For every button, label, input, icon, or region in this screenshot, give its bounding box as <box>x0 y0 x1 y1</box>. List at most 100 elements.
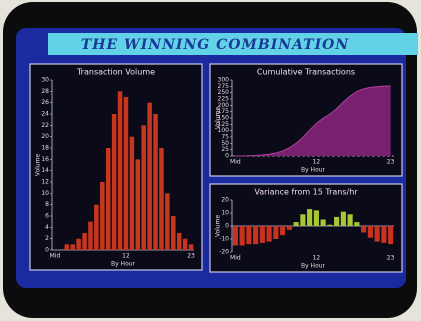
bar <box>147 102 152 251</box>
y-tick-label: 150 <box>218 115 230 122</box>
bar <box>327 224 333 226</box>
y-tick-label: 300 <box>218 77 230 84</box>
bar <box>253 226 259 245</box>
bar <box>171 216 176 250</box>
bar <box>361 226 367 233</box>
bar <box>320 219 326 226</box>
y-tick-label: 16 <box>41 156 49 163</box>
bar <box>153 114 158 250</box>
x-tick-label: 12 <box>122 253 130 260</box>
y-tick-label: 175 <box>218 108 230 115</box>
bar <box>135 159 141 250</box>
bar <box>129 136 135 250</box>
y-tick-label: 24 <box>41 111 49 118</box>
bar <box>280 226 286 236</box>
x-tick-label: Mid <box>50 253 61 260</box>
y-tick-label: 0 <box>225 153 229 160</box>
y-tick-label: 75 <box>221 134 229 141</box>
y-tick-label: 0 <box>225 223 229 230</box>
bar <box>123 97 129 250</box>
bar <box>307 209 313 226</box>
bar <box>141 125 146 250</box>
bar <box>117 91 123 250</box>
area-fill <box>235 85 391 156</box>
y-tick-label: 10 <box>221 210 229 217</box>
chart-title: Transaction Volume <box>76 68 155 77</box>
bar <box>88 221 93 250</box>
y-tick-label: 28 <box>41 88 49 95</box>
y-tick-label: 8 <box>45 201 49 208</box>
y-tick-label: 12 <box>41 179 49 186</box>
bar <box>165 193 170 250</box>
bar <box>82 233 87 250</box>
bar <box>300 214 306 226</box>
y-tick-label: 26 <box>41 99 49 106</box>
y-tick-label: 30 <box>41 77 49 84</box>
x-tick-label: 12 <box>313 159 321 166</box>
bar <box>354 222 360 226</box>
y-axis-label: Volume <box>35 154 42 177</box>
chart-title: Variance from 15 Trans/hr <box>254 188 358 197</box>
y-tick-label: 14 <box>41 167 49 174</box>
bar <box>313 210 319 226</box>
y-tick-label: 10 <box>41 190 49 197</box>
bar <box>334 216 340 226</box>
chart-title: Cumulative Transactions <box>257 68 355 77</box>
x-tick-label: 12 <box>313 255 321 262</box>
bar <box>94 204 99 250</box>
y-tick-label: 22 <box>41 122 49 129</box>
bar <box>239 226 245 246</box>
banner-title: THE WINNING COMBINATION <box>81 37 350 53</box>
bar <box>293 222 299 226</box>
y-tick-label: 20 <box>41 133 49 140</box>
bar <box>273 226 279 239</box>
bar <box>259 226 265 243</box>
x-tick-label: 23 <box>387 159 395 166</box>
y-tick-label: 200 <box>218 102 230 109</box>
bar <box>70 244 75 250</box>
bar <box>374 226 380 242</box>
bar <box>246 226 252 245</box>
bar <box>64 244 70 250</box>
bar <box>388 226 394 245</box>
x-tick-label: 23 <box>387 255 395 262</box>
y-tick-label: 20 <box>221 197 229 204</box>
y-tick-label: 2 <box>45 235 49 242</box>
bar <box>159 148 164 250</box>
bar <box>111 114 117 250</box>
x-axis-label: By Hour <box>111 261 136 268</box>
y-axis-label: Volume <box>215 215 222 238</box>
bar <box>76 238 81 250</box>
bar <box>266 226 272 242</box>
banner-bar <box>48 33 418 55</box>
y-tick-label: -20 <box>219 249 229 256</box>
x-tick-label: 23 <box>187 253 195 260</box>
bar <box>176 233 182 250</box>
y-tick-label: 18 <box>41 145 49 152</box>
y-tick-label: 100 <box>218 127 230 134</box>
y-tick-label: 275 <box>218 83 230 90</box>
bar <box>381 226 387 243</box>
bar <box>188 244 194 250</box>
y-tick-label: 225 <box>218 96 230 103</box>
y-tick-label: 6 <box>45 213 49 220</box>
x-tick-label: Mid <box>230 255 241 262</box>
y-tick-label: 50 <box>221 140 229 147</box>
y-axis-label: Volume <box>215 107 222 130</box>
y-tick-label: 25 <box>221 146 229 153</box>
y-tick-label: 4 <box>45 224 49 231</box>
bar <box>100 182 105 250</box>
bar <box>182 238 188 250</box>
area-line <box>235 85 391 157</box>
y-tick-label: 0 <box>45 247 49 254</box>
bar <box>347 214 353 226</box>
x-axis-label: By Hour <box>301 263 326 270</box>
bar <box>367 226 373 238</box>
x-tick-label: Mid <box>230 159 241 166</box>
bar <box>105 148 111 250</box>
y-tick-label: -10 <box>219 236 229 243</box>
x-axis-label: By Hour <box>301 167 326 174</box>
bar <box>286 226 292 230</box>
y-tick-label: 250 <box>218 89 230 96</box>
